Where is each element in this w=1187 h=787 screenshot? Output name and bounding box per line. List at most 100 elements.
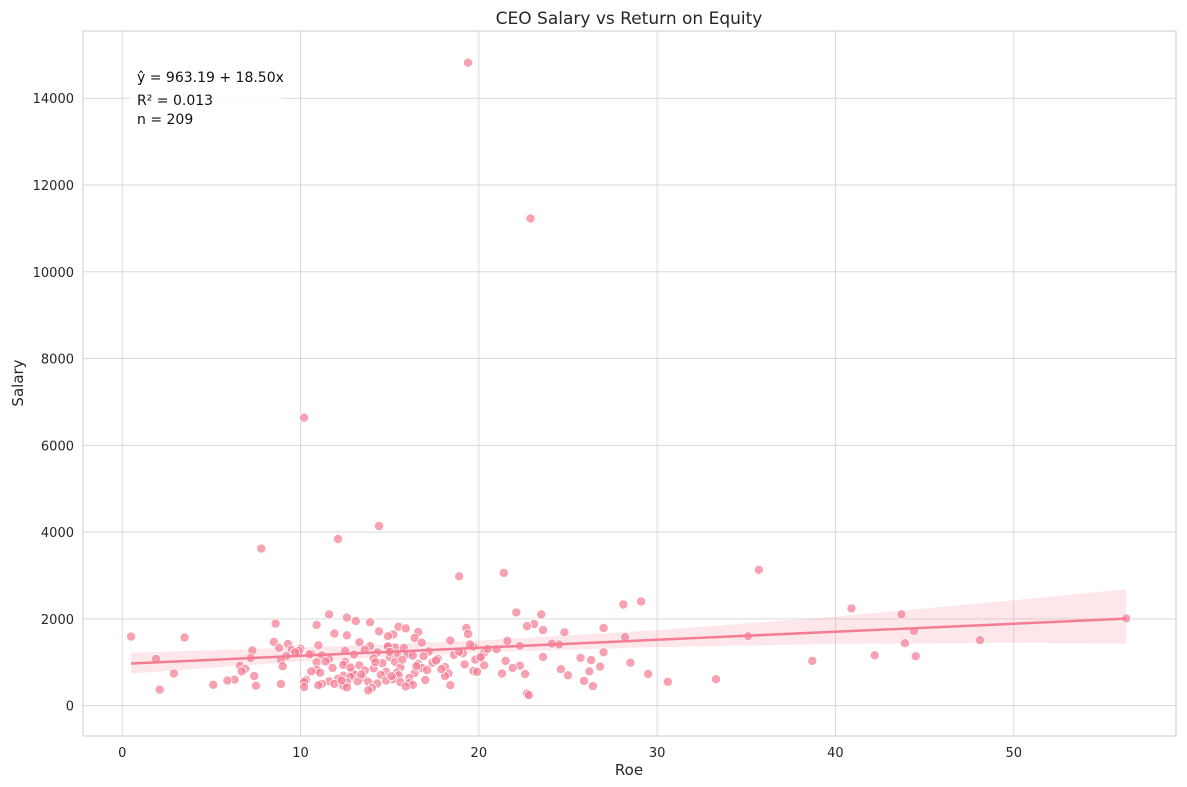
- scatter-point: [315, 667, 326, 678]
- y-tick-label: 2000: [41, 613, 74, 628]
- scatter-point: [222, 675, 233, 686]
- scatter-point: [327, 662, 338, 673]
- scatter-point: [363, 685, 374, 696]
- scatter-point: [277, 661, 288, 672]
- regression-line-layer: [131, 617, 1127, 665]
- scatter-point: [475, 652, 486, 663]
- scatter-point: [336, 675, 347, 686]
- x-tick-label: 0: [118, 746, 126, 761]
- scatter-point: [345, 662, 356, 673]
- y-tick-label: 4000: [41, 526, 74, 541]
- scatter-point: [418, 651, 429, 662]
- scatter-point: [270, 618, 281, 629]
- scatter-point: [373, 626, 384, 637]
- scatter-point: [496, 668, 507, 679]
- scatter-point: [587, 681, 598, 692]
- scatter-point: [179, 632, 190, 643]
- x-tick-label: 10: [292, 746, 309, 761]
- scatter-point: [625, 657, 636, 668]
- scatter-point: [168, 668, 179, 679]
- scatter-point: [910, 651, 921, 662]
- scatter-point: [313, 680, 324, 691]
- scatter-point: [445, 635, 456, 646]
- scatter-point: [407, 650, 418, 661]
- scatter-point: [400, 623, 411, 634]
- x-tick-label: 20: [471, 746, 488, 761]
- y-tick-label: 14000: [33, 92, 74, 107]
- scatter-point: [598, 647, 609, 658]
- scatter-point: [420, 675, 431, 686]
- scatter-point: [236, 666, 247, 677]
- scatter-point: [586, 655, 597, 666]
- scatter-point: [411, 661, 422, 672]
- scatter-point: [523, 690, 534, 701]
- scatter-point: [416, 637, 427, 648]
- scatter-point: [324, 609, 335, 620]
- scatter-point: [274, 642, 285, 653]
- scatter-point: [563, 670, 574, 681]
- scatter-point: [500, 655, 511, 666]
- scatter-point: [320, 656, 331, 667]
- y-tick-label: 10000: [33, 266, 74, 281]
- scatter-point: [332, 534, 343, 545]
- regression-line: [131, 617, 1127, 665]
- scatter-point: [522, 621, 533, 632]
- scatter-point: [306, 666, 317, 677]
- annotation-n: n = 209: [137, 112, 193, 128]
- scatter-point: [520, 669, 531, 680]
- scatter-point: [299, 682, 310, 693]
- scatter-point: [341, 612, 352, 623]
- scatter-point: [538, 652, 549, 663]
- scatter-point: [618, 599, 629, 610]
- scatter-point: [636, 596, 647, 607]
- scatter-point: [900, 638, 911, 649]
- y-tick-label: 8000: [41, 353, 74, 368]
- scatter-point: [643, 669, 654, 680]
- scatter-point: [430, 655, 441, 666]
- scatter-point: [595, 661, 606, 672]
- scatter-point: [598, 623, 609, 634]
- scatter-point: [350, 616, 361, 627]
- scatter-point: [538, 625, 549, 636]
- scatter-point: [559, 627, 570, 638]
- scatter-point: [400, 681, 411, 692]
- scatter-point: [275, 678, 286, 689]
- plot-frame: [82, 30, 1177, 737]
- scatter-point: [373, 521, 384, 532]
- scatter-point: [386, 671, 397, 682]
- scatter-point: [436, 664, 447, 675]
- scatter-point: [498, 567, 509, 578]
- scatter-point: [341, 682, 352, 693]
- scatter-point: [555, 664, 566, 675]
- scatter-point: [409, 633, 420, 644]
- y-tick-label: 0: [66, 700, 74, 715]
- scatter-point: [313, 640, 324, 651]
- scatter-point: [525, 213, 536, 224]
- x-tick-label: 50: [1005, 746, 1022, 761]
- scatter-point: [502, 636, 513, 647]
- scatter-point: [459, 659, 470, 670]
- scatter-point: [507, 662, 518, 673]
- tick-labels: 0 10 20 30 40 50 0 2000 4000 6000 8000 10000 12000 14…: [33, 92, 1022, 761]
- scatter-point: [479, 660, 490, 671]
- scatter-point: [463, 57, 474, 68]
- annotation-equation: ŷ = 963.19 + 18.50x: [137, 70, 284, 86]
- grid: [83, 31, 1176, 736]
- y-tick-label: 12000: [33, 179, 74, 194]
- scatter-point: [356, 669, 367, 680]
- y-tick-label: 6000: [41, 439, 74, 454]
- scatter-point: [579, 675, 590, 686]
- scatter-point: [662, 676, 673, 687]
- x-axis-label: Roe: [615, 761, 643, 779]
- scatter-point: [482, 643, 493, 654]
- scatter-point: [869, 650, 880, 661]
- x-tick-label: 30: [649, 746, 666, 761]
- scatter-point: [846, 603, 857, 614]
- scatter-point: [341, 630, 352, 641]
- scatter-point: [382, 631, 393, 642]
- scatter-point: [422, 665, 433, 676]
- scatter-point: [397, 654, 408, 665]
- scatter-point: [511, 607, 522, 618]
- scatter-point: [711, 674, 722, 685]
